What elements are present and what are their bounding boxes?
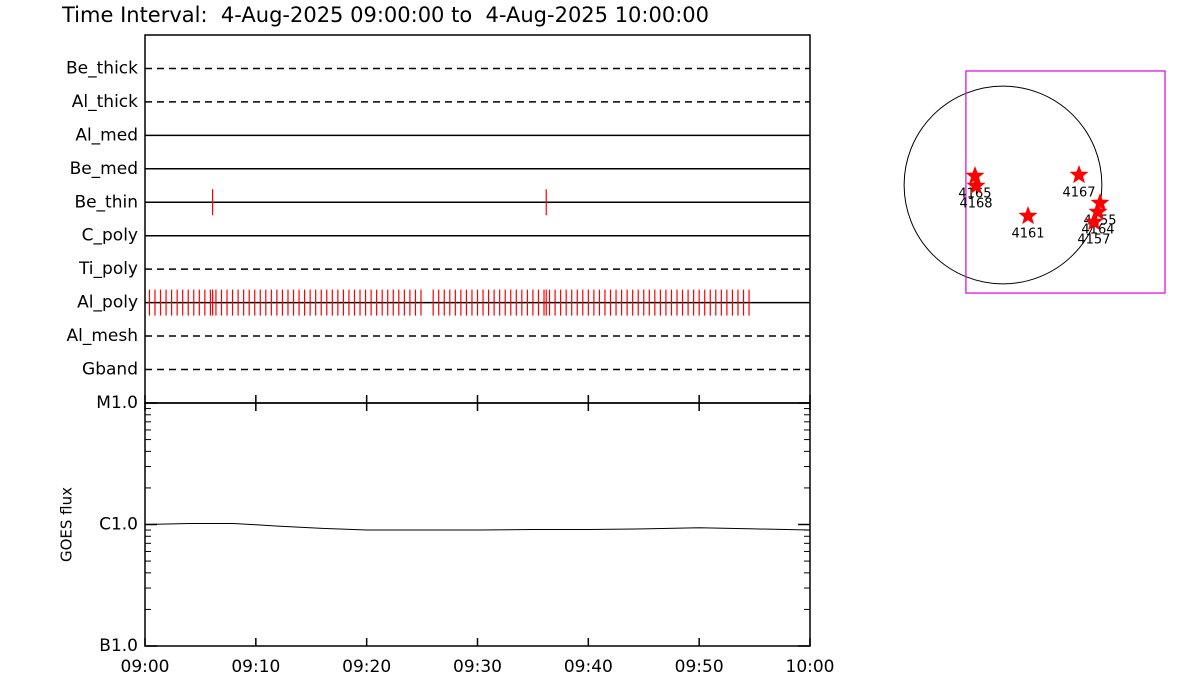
filter-label: Ti_poly bbox=[78, 259, 138, 279]
x-tick-label: 09:40 bbox=[564, 657, 613, 677]
field-of-view bbox=[965, 70, 1166, 294]
goes-curve bbox=[144, 522, 811, 531]
y-tick-label: C1.0 bbox=[99, 515, 138, 535]
active-region bbox=[1069, 165, 1089, 184]
title: Time Interval: 4-Aug-2025 09:00:00 to 4-… bbox=[61, 3, 709, 27]
filter-label: Al_thick bbox=[72, 92, 138, 112]
active-region bbox=[1084, 212, 1104, 231]
y-tick-label: M1.0 bbox=[96, 393, 138, 413]
x-tick-label: 10:00 bbox=[786, 657, 835, 677]
x-tick-label: 09:10 bbox=[231, 657, 280, 677]
solar-disk bbox=[903, 85, 1103, 285]
active-region bbox=[966, 176, 986, 195]
x-tick-label: 09:00 bbox=[121, 657, 170, 677]
active-region bbox=[1018, 206, 1038, 225]
filter-label: Be_med bbox=[70, 159, 138, 179]
filter-label: Al_poly bbox=[77, 293, 138, 313]
region-label: 4165 bbox=[958, 187, 991, 202]
region-label: 4157 bbox=[1077, 232, 1110, 247]
active-region bbox=[965, 166, 985, 185]
active-region bbox=[1090, 193, 1110, 212]
y-tick-label: B1.0 bbox=[99, 636, 138, 656]
x-tick-label: 09:30 bbox=[453, 657, 502, 677]
region-label: 4168 bbox=[959, 197, 992, 212]
filter-label: Be_thin bbox=[74, 192, 138, 212]
region-label: 4167 bbox=[1062, 186, 1095, 201]
region-label: 4161 bbox=[1011, 227, 1044, 242]
filter-label: Al_mesh bbox=[66, 326, 138, 346]
y-axis-label: GOES flux bbox=[58, 487, 76, 562]
filter-label: C_poly bbox=[82, 226, 138, 246]
active-region bbox=[1088, 202, 1108, 221]
x-tick-label: 09:20 bbox=[342, 657, 391, 677]
filter-label: Al_med bbox=[75, 125, 138, 145]
x-tick-label: 09:50 bbox=[675, 657, 724, 677]
filter-label: Be_thick bbox=[66, 58, 138, 78]
filter-label: Gband bbox=[82, 360, 138, 380]
